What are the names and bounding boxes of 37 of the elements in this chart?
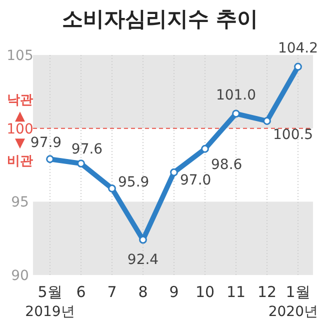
y-tick-label: 90: [11, 268, 29, 284]
point: [232, 110, 240, 118]
x-tick-label: 5월: [38, 283, 62, 301]
text: ▲: [15, 109, 25, 124]
point: [108, 184, 116, 192]
data-label: 97.9: [30, 135, 62, 152]
data-label: 98.6: [211, 156, 242, 173]
data-label: 101.0: [216, 88, 256, 104]
x-tick-label: 11: [226, 283, 246, 301]
data-label: 104.2: [278, 40, 318, 57]
data-label: 97.0: [180, 172, 212, 188]
x-tick-label: 1월: [286, 283, 310, 301]
y-tick-label: 100: [6, 121, 34, 138]
text: ▼: [15, 136, 25, 151]
y-tick-label: 95: [11, 194, 29, 211]
point: [263, 117, 271, 125]
data-label: 92.4: [127, 252, 159, 268]
point: [201, 144, 209, 153]
x-tick-label: 8: [138, 283, 148, 301]
data-label: 97.6: [71, 142, 103, 158]
annotation: 낙관: [7, 93, 33, 108]
chart-title: 소비자심리지수 추이: [62, 7, 258, 31]
x-tick-label: 10: [195, 283, 215, 301]
x-tick-label: 9: [169, 283, 179, 301]
x-tick-label: 6: [76, 283, 86, 301]
x-tick-label: 12: [257, 283, 277, 301]
annotation: 비관: [7, 154, 33, 169]
data-label: 95.9: [118, 174, 150, 190]
y-tick-label: 105: [6, 48, 34, 64]
data-label: 100.5: [273, 127, 314, 143]
text: 2019년: [25, 304, 75, 320]
text: 2020년: [268, 304, 318, 320]
point: [170, 168, 178, 176]
point: [46, 155, 54, 164]
point: [77, 160, 85, 168]
x-tick-label: 7: [107, 283, 117, 301]
point: [294, 62, 302, 71]
